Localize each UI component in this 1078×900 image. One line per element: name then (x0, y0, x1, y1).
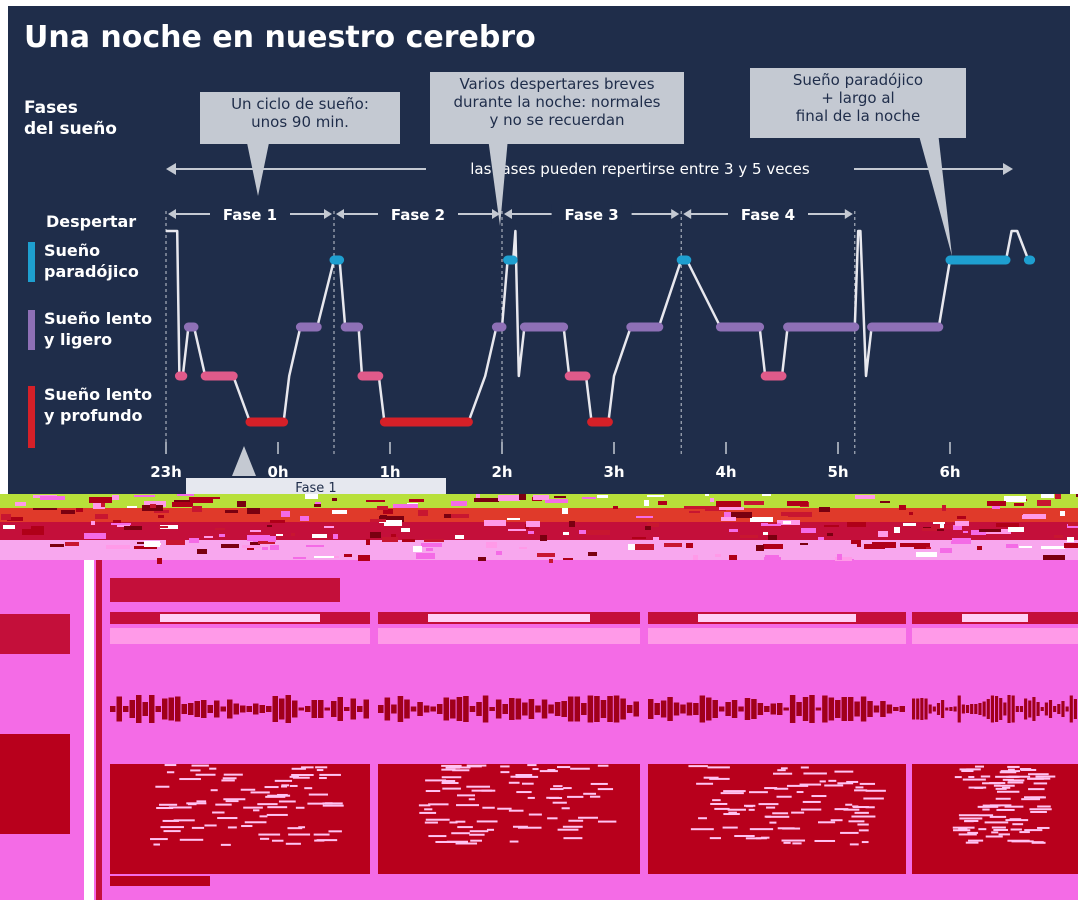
glitch-footer-block (110, 876, 210, 886)
x-tick-label-2: 1h (379, 463, 400, 481)
x-tick-label-0: 23h (150, 463, 182, 481)
glitch-col-strip-1 (378, 628, 640, 644)
fases-header: Fases del sueño (24, 98, 117, 140)
bottom-callout-label: Fase 1 (295, 481, 336, 494)
phase-arrow-left-4 (683, 209, 692, 219)
phase-arrow-left-2 (336, 209, 344, 219)
x-tick-label-7: 6h (939, 463, 960, 481)
phase-label-2: Fase 2 (391, 206, 445, 224)
fases-header-line-2: del sueño (24, 119, 117, 139)
hypnogram-chart: las fases pueden repertirse entre 3 y 5 … (150, 132, 1036, 494)
phase-arrow-right-2 (492, 209, 500, 219)
phase-label-bg-4 (728, 204, 808, 224)
legend-ligero-line-1: Sueño lento (44, 309, 153, 328)
glitch-col-header-text-1 (428, 614, 590, 622)
glitch-vertical-stripe (84, 560, 94, 900)
legend-despertar: Despertar (46, 212, 137, 231)
glitch-title-block (110, 578, 340, 602)
legend-paradojico: Sueño paradójico (28, 240, 139, 282)
sleep-infographic: Una noche en nuestro cerebro Fases del s… (8, 6, 1070, 494)
phase-arrow-left-1 (168, 209, 176, 219)
callout-ciclo-line-2: unos 90 min. (251, 113, 349, 131)
callout-paradojico: Sueño paradójico + largo al final de la … (750, 68, 966, 138)
glitch-col-block-3 (912, 764, 1078, 874)
phase-label-3: Fase 3 (564, 206, 618, 224)
x-tick-label-5: 4h (715, 463, 736, 481)
phase-label-1: Fase 1 (223, 206, 277, 224)
corrupted-region (0, 494, 1078, 900)
legend-profundo: Sueño lento y profundo (28, 384, 152, 448)
phase-arrow-right-1 (324, 209, 332, 219)
phase-label-bg-3 (551, 204, 632, 224)
legend-swatch-profundo (28, 386, 35, 448)
legend-ligero-line-2: y ligero (44, 330, 113, 349)
glitch-col-strip-0 (110, 628, 370, 644)
fases-header-line-1: Fases (24, 98, 78, 118)
legend-ligero: Sueño lento y ligero (28, 308, 152, 350)
callout-despertares-line-3: y no se recuerdan (489, 111, 625, 129)
phase-arrow-right-4 (844, 209, 853, 219)
glitch-band-red (0, 508, 1078, 522)
legend-paradojico-line-2: paradójico (44, 262, 139, 281)
callout-paradojico-line-3: final de la noche (795, 107, 921, 125)
glitch-col-header-text-2 (698, 614, 856, 622)
glitch-col-block-2 (648, 764, 906, 874)
phase-label-bg-1 (210, 204, 290, 224)
glitch-band-pink (0, 540, 1078, 560)
callout-ciclo-pointer (246, 138, 270, 196)
glitch-col-strip-2 (648, 628, 906, 644)
legend-swatch-paradojico (28, 242, 35, 282)
legend-swatch-ligero (28, 310, 35, 350)
callout-despertares: Varios despertares breves durante la noc… (430, 72, 684, 144)
callout-despertares-line-1: Varios despertares breves (459, 75, 655, 93)
bottom-callout-box (186, 478, 446, 494)
x-tick-label-1: 0h (267, 463, 288, 481)
callout-despertares-pointer (488, 138, 508, 226)
legend-profundo-line-2: y profundo (44, 406, 143, 425)
callout-paradojico-line-2: + largo al (821, 89, 895, 107)
repeat-label: las fases pueden repertirse entre 3 y 5 … (470, 160, 810, 178)
glitch-left-block-1 (0, 614, 70, 654)
bottom-callout-pointer (232, 446, 256, 476)
callout-paradojico-pointer (918, 132, 952, 256)
glitch-left-block-2 (0, 734, 70, 834)
repeat-arrow-right-head (1003, 163, 1013, 175)
callout-ciclo: Un ciclo de sueño: unos 90 min. (200, 92, 400, 144)
callout-ciclo-line-1: Un ciclo de sueño: (231, 95, 369, 113)
legend-paradojico-line-1: Sueño (44, 241, 101, 260)
phase-arrow-left-3 (504, 209, 512, 219)
glitch-vertical-stripe-2 (96, 560, 102, 900)
x-tick-label-3: 2h (491, 463, 512, 481)
callout-paradojico-line-1: Sueño paradójico (792, 71, 924, 89)
glitch-col-header-text-3 (962, 614, 1028, 622)
phase-label-4: Fase 4 (741, 206, 795, 224)
infographic-title: Una noche en nuestro cerebro (24, 20, 536, 55)
x-tick-label-6: 5h (827, 463, 848, 481)
glitch-col-strip-3 (912, 628, 1078, 644)
callout-despertares-line-2: durante la noche: normales (453, 93, 661, 111)
legend-profundo-line-1: Sueño lento (44, 385, 153, 404)
glitch-col-block-1 (378, 764, 640, 874)
glitch-col-header-text-0 (160, 614, 320, 622)
phase-label-bg-2 (378, 204, 458, 224)
repeat-label-bg (426, 158, 854, 180)
phase-arrow-right-3 (671, 209, 680, 219)
x-tick-label-4: 3h (603, 463, 624, 481)
repeat-arrow-left-head (166, 163, 176, 175)
glitch-col-block-0 (110, 764, 370, 874)
